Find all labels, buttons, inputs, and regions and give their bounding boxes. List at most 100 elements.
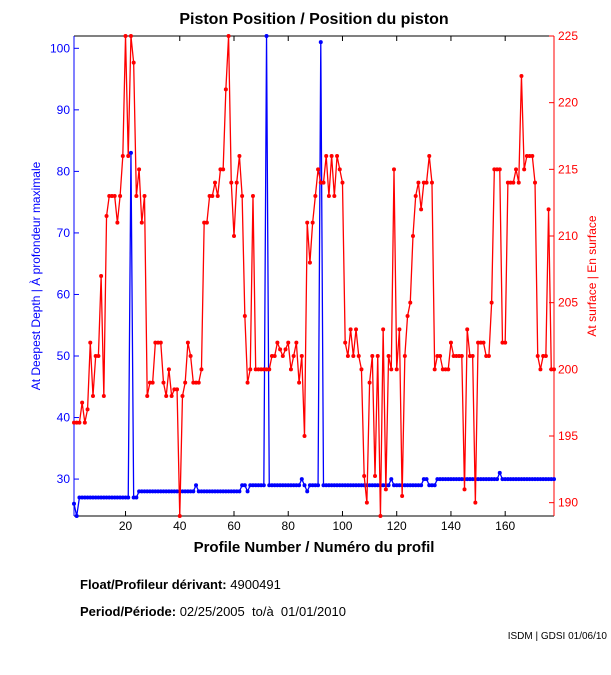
surface-point bbox=[101, 394, 106, 398]
surface-point bbox=[367, 380, 372, 385]
surface-point bbox=[250, 194, 255, 198]
surface-point bbox=[535, 354, 540, 358]
surface-point bbox=[465, 327, 470, 332]
surface-point bbox=[362, 474, 367, 478]
surface-point bbox=[462, 487, 467, 492]
surface-point bbox=[142, 194, 147, 198]
deepest-depth-point bbox=[264, 34, 269, 38]
surface-point bbox=[188, 354, 193, 358]
surface-point bbox=[88, 340, 93, 345]
surface-point bbox=[413, 194, 418, 198]
deepest-depth-point bbox=[128, 150, 133, 155]
surface-point bbox=[242, 314, 247, 318]
surface-point bbox=[348, 327, 353, 332]
surface-point bbox=[481, 340, 486, 345]
surface-point bbox=[85, 407, 90, 412]
x-tick-label: 40 bbox=[173, 519, 187, 533]
surface-point bbox=[280, 354, 285, 358]
surface-point bbox=[552, 367, 556, 372]
surface-point bbox=[82, 420, 87, 425]
surface-point bbox=[351, 354, 356, 358]
deepest-depth-point bbox=[386, 483, 391, 488]
surface-point bbox=[546, 207, 551, 212]
surface-point bbox=[473, 500, 478, 505]
surface-point bbox=[354, 327, 359, 332]
surface-point bbox=[272, 354, 277, 358]
x-tick-label: 120 bbox=[387, 519, 407, 533]
surface-point bbox=[77, 420, 82, 425]
surface-point bbox=[378, 514, 383, 518]
surface-point bbox=[381, 327, 386, 332]
surface-point bbox=[459, 354, 464, 358]
surface-point bbox=[313, 194, 318, 198]
surface-point bbox=[302, 434, 307, 438]
surface-point bbox=[419, 207, 424, 212]
surface-point bbox=[429, 180, 434, 185]
left-y-tick-label: 100 bbox=[50, 41, 70, 55]
surface-point bbox=[275, 340, 280, 345]
left-y-tick-label: 60 bbox=[57, 287, 71, 301]
piston-position-chart: Piston Position / Position du piston Pro… bbox=[28, 11, 599, 556]
surface-point bbox=[150, 380, 155, 385]
surface-point bbox=[166, 367, 171, 372]
x-tick-label: 160 bbox=[495, 519, 515, 533]
surface-point bbox=[286, 340, 291, 345]
surface-point bbox=[288, 367, 293, 372]
deepest-depth-point bbox=[194, 483, 199, 488]
deepest-depth-point bbox=[495, 477, 500, 482]
surface-point bbox=[470, 354, 475, 358]
surface-point bbox=[267, 367, 272, 372]
surface-point bbox=[427, 154, 432, 158]
surface-point bbox=[543, 354, 548, 358]
surface-point bbox=[321, 180, 326, 185]
deepest-depth-point bbox=[318, 40, 323, 45]
surface-point bbox=[297, 380, 302, 385]
surface-point bbox=[533, 180, 538, 185]
period-value: 02/25/2005 to/à 01/01/2010 bbox=[179, 604, 346, 619]
surface-point bbox=[169, 394, 174, 398]
surface-point bbox=[137, 167, 142, 172]
surface-point bbox=[394, 367, 399, 372]
period-info: Period/Période: 02/25/2005 to/à 01/01/20… bbox=[80, 604, 346, 619]
surface-point bbox=[432, 367, 437, 372]
surface-point bbox=[329, 154, 334, 158]
left-y-tick-label: 90 bbox=[57, 103, 71, 117]
surface-point bbox=[489, 300, 494, 305]
surface-point bbox=[503, 340, 508, 345]
surface-point bbox=[538, 367, 543, 372]
surface-point bbox=[386, 354, 391, 358]
surface-point bbox=[299, 354, 304, 358]
surface-point bbox=[128, 34, 133, 38]
surface-point bbox=[283, 347, 288, 352]
left-y-tick-label: 40 bbox=[57, 411, 71, 425]
right-axis-label: At surface | En surface bbox=[585, 215, 599, 336]
surface-point bbox=[158, 340, 163, 345]
surface-point bbox=[337, 167, 342, 172]
surface-point bbox=[213, 180, 218, 185]
surface-point bbox=[123, 34, 128, 38]
float-value: 4900491 bbox=[230, 577, 281, 592]
surface-point bbox=[99, 274, 104, 278]
deepest-depth-point bbox=[126, 495, 131, 500]
deepest-depth-point bbox=[191, 489, 196, 494]
surface-point bbox=[248, 367, 253, 372]
deepest-depth-point bbox=[424, 477, 429, 482]
surface-point bbox=[522, 167, 527, 172]
surface-point bbox=[316, 167, 321, 172]
surface-point bbox=[402, 354, 407, 358]
surface-point bbox=[397, 327, 402, 332]
surface-point bbox=[134, 194, 139, 198]
surface-point bbox=[210, 194, 215, 198]
deepest-depth-point bbox=[305, 489, 310, 494]
surface-point bbox=[294, 340, 299, 345]
surface-point bbox=[90, 394, 95, 398]
surface-point bbox=[183, 380, 188, 385]
surface-point bbox=[405, 314, 410, 318]
surface-point bbox=[278, 347, 283, 352]
x-tick-label: 60 bbox=[227, 519, 241, 533]
surface-point bbox=[112, 194, 117, 198]
surface-point bbox=[345, 354, 350, 358]
surface-point bbox=[389, 367, 394, 372]
deepest-depth-point bbox=[552, 477, 556, 482]
surface-point bbox=[237, 154, 242, 158]
